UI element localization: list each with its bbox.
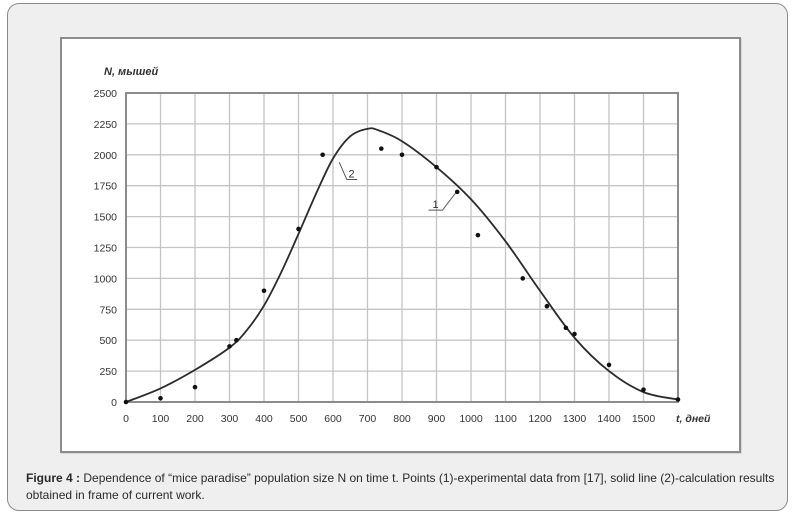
- y-tick-label: 500: [99, 335, 117, 347]
- experimental-point: [234, 337, 239, 343]
- annotation-label-1: 1: [433, 199, 439, 211]
- experimental-point: [434, 164, 439, 170]
- caption-label: Figure 4 :: [26, 471, 81, 485]
- experimental-point: [454, 189, 460, 195]
- experimental-point: [320, 152, 325, 158]
- x-tick-label: 800: [393, 413, 411, 425]
- experimental-point: [606, 362, 612, 368]
- x-tick-label: 0: [123, 413, 129, 425]
- experimental-point: [158, 395, 163, 401]
- experimental-point: [399, 152, 405, 158]
- experimental-point: [641, 387, 646, 392]
- x-tick-label: 900: [428, 413, 446, 425]
- annotation-leader-2: [338, 162, 358, 181]
- x-tick-label: 100: [152, 413, 170, 425]
- experimental-point: [192, 384, 198, 390]
- x-tick-label: 500: [290, 413, 308, 425]
- x-tick-label: 300: [221, 413, 239, 425]
- x-tick-label: 600: [324, 413, 342, 425]
- y-tick-label: 0: [111, 397, 117, 409]
- experimental-point: [296, 226, 301, 232]
- x-tick-label: 700: [359, 413, 377, 425]
- experimental-point: [572, 331, 577, 337]
- x-tick-label: 1300: [563, 413, 587, 425]
- experimental-point: [675, 397, 681, 402]
- plot-area-border: [125, 92, 679, 403]
- y-tick-label: 750: [99, 304, 117, 316]
- x-tick-label: 1100: [494, 413, 517, 425]
- figure-caption: Figure 4 : Dependence of “mice paradise”…: [26, 470, 776, 504]
- x-axis-title: t, дней: [676, 413, 711, 425]
- experimental-point: [379, 146, 384, 151]
- experimental-point: [544, 303, 550, 309]
- x-tick-label: 1200: [528, 413, 552, 425]
- calculated-curve: [125, 127, 679, 403]
- annotation-leader-1: [428, 192, 456, 211]
- experimental-point: [520, 276, 526, 281]
- y-tick-label: 2500: [94, 88, 118, 100]
- y-tick-label: 1250: [94, 243, 118, 255]
- experimental-point: [227, 344, 232, 349]
- x-tick-label: 400: [255, 413, 273, 425]
- y-axis-title: N, мышей: [104, 66, 158, 78]
- y-tick-label: 2000: [94, 150, 118, 162]
- experimental-point: [475, 232, 481, 238]
- caption-text: Dependence of “mice paradise” population…: [26, 471, 775, 502]
- y-tick-label: 1750: [94, 181, 118, 193]
- annotation-label-2: 2: [349, 169, 355, 181]
- x-tick-label: 200: [186, 413, 204, 425]
- y-tick-label: 250: [99, 366, 117, 378]
- chart-frame: 0 250 500 750 1000 1250 1500 1750 2000 2250 2500 0 1…: [60, 37, 741, 453]
- experimental-point: [123, 399, 129, 405]
- y-tick-label: 2250: [94, 119, 118, 131]
- experimental-point: [563, 325, 569, 331]
- x-tick-label: 1500: [632, 413, 656, 425]
- x-tick-label: 1400: [597, 413, 621, 425]
- x-tick-label: 1000: [459, 413, 483, 425]
- experimental-point: [261, 288, 267, 294]
- y-tick-label: 1500: [94, 212, 118, 224]
- y-tick-label: 1000: [94, 273, 118, 285]
